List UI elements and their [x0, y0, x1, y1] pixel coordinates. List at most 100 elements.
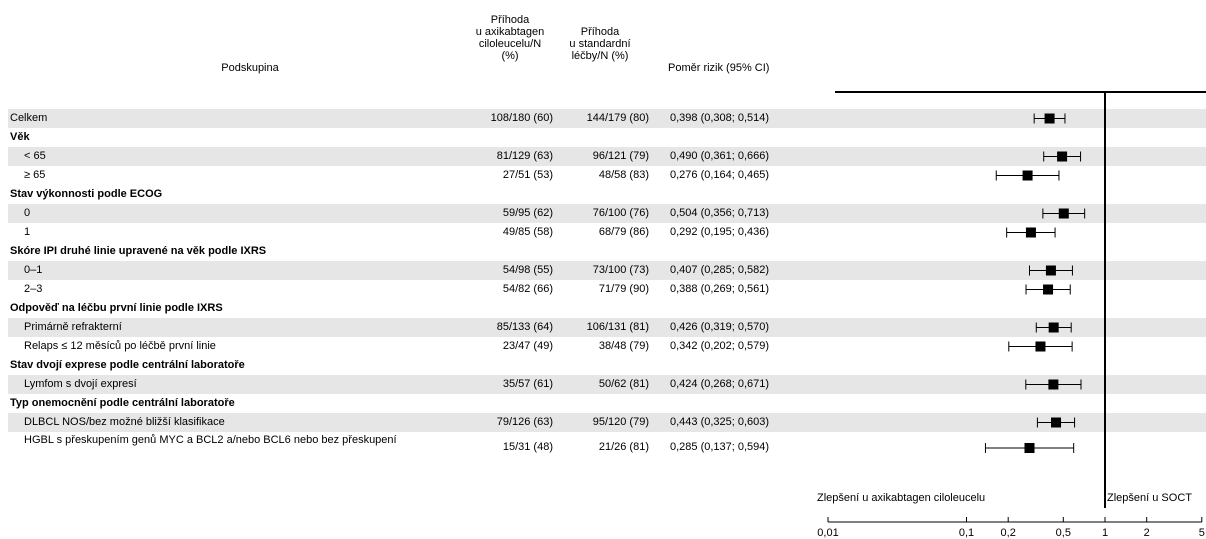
- events-std-cell: 144/179 (80): [586, 112, 649, 124]
- table-row: Celkem 108/180 (60) 144/179 (80) 0,398 (0,3…: [8, 109, 1206, 128]
- hr-point: [1048, 379, 1059, 390]
- group-header-row: Odpověď na léčbu první linie podle IXRS: [8, 299, 1206, 318]
- x-tick-label: 0,1: [959, 527, 974, 539]
- group-header-row: Věk: [8, 128, 1206, 147]
- subgroup-label: HGBL s přeskupením genů MYC a BCL2 a/neb…: [24, 434, 397, 446]
- events-axi-cell: 81/129 (63): [496, 150, 553, 162]
- group-label: Skóre IPI druhé linie upravené na věk po…: [10, 245, 267, 257]
- table-row: ≥ 65 27/51 (53) 48/58 (83) 0,276 (0,164; 0,…: [8, 166, 1206, 185]
- favors-right-label: Zlepšení u SOCT: [1107, 492, 1192, 504]
- events-axi-header: Příhoda u axikabtagen ciloleucelu/N (%): [465, 14, 555, 62]
- subgroup-label: ≥ 65: [24, 169, 46, 181]
- table-row: 0 59/95 (62) 76/100 (76) 0,504 (0,356; 0,71…: [8, 204, 1206, 223]
- hr-point: [1057, 151, 1068, 162]
- hr-point: [1024, 443, 1035, 453]
- events-axi-cell: 54/82 (66): [502, 283, 553, 295]
- hr-point: [1048, 322, 1059, 333]
- table-row: Primárně refrakterní 85/133 (64) 106/131 (…: [8, 318, 1206, 337]
- x-tick-label: 0,01: [817, 527, 838, 539]
- hr-point: [1022, 170, 1033, 181]
- hr-point: [1035, 341, 1046, 352]
- events-std-cell: 21/26 (81): [598, 441, 649, 453]
- hazard-ratio-cell: 0,388 (0,269; 0,561): [670, 283, 770, 295]
- table-row: HGBL s přeskupením genů MYC a BCL2 a/neb…: [8, 432, 1206, 464]
- events-std-header-line: Příhoda: [580, 26, 620, 38]
- events-axi-cell: 85/133 (64): [496, 321, 553, 333]
- events-axi-header-line: Příhoda: [490, 14, 530, 26]
- hazard-ratio-cell: 0,426 (0,319; 0,570): [670, 321, 770, 333]
- events-std-cell: 50/62 (81): [598, 378, 649, 390]
- events-std-cell: 71/79 (90): [598, 283, 649, 295]
- events-axi-header-line: (%): [501, 50, 519, 62]
- events-std-header-line: u standardní: [569, 38, 631, 50]
- events-std-header-line: léčby/N (%): [571, 50, 629, 62]
- group-header-row: Typ onemocnění podle centrální laboratoř…: [8, 394, 1206, 413]
- hazard-ratio-cell: 0,292 (0,195; 0,436): [670, 226, 770, 238]
- hazard-ratio-cell: 0,407 (0,285; 0,582): [670, 264, 770, 276]
- events-axi-cell: 108/180 (60): [490, 112, 553, 124]
- group-header-row: Stav výkonnosti podle ECOG: [8, 185, 1206, 204]
- hazard-ratio-cell: 0,398 (0,308; 0,514): [670, 112, 770, 124]
- events-std-cell: 38/48 (79): [598, 340, 649, 352]
- subgroup-label: 2–3: [24, 283, 43, 295]
- subgroup-label: 0–1: [24, 264, 43, 276]
- table-row: < 65 81/129 (63) 96/121 (79) 0,490 (0,361; …: [8, 147, 1206, 166]
- subgroup-header: Podskupina: [221, 62, 279, 74]
- table-row: 1 49/85 (58) 68/79 (86) 0,292 (0,195; 0,436…: [8, 223, 1206, 242]
- group-label: Odpověď na léčbu první linie podle IXRS: [10, 302, 223, 314]
- events-axi-cell: 79/126 (63): [496, 416, 553, 428]
- events-std-cell: 73/100 (73): [592, 264, 649, 276]
- subgroup-label: Relaps ≤ 12 měsíců po léčbě první linie: [24, 340, 216, 352]
- events-std-cell: 76/100 (76): [592, 207, 649, 219]
- x-tick-label: 0,2: [1001, 527, 1016, 539]
- favors-left-label: Zlepšení u axikabtagen ciloleucelu: [817, 492, 986, 504]
- events-axi-cell: 59/95 (62): [502, 207, 553, 219]
- events-axi-cell: 35/57 (61): [502, 378, 553, 390]
- x-tick-label: 5: [1199, 527, 1205, 539]
- x-tick-label: 0,5: [1056, 527, 1071, 539]
- group-label: Typ onemocnění podle centrální laboratoř…: [10, 397, 235, 409]
- group-label: Věk: [10, 131, 30, 143]
- hazard-ratio-cell: 0,443 (0,325; 0,603): [670, 416, 770, 428]
- events-std-cell: 68/79 (86): [598, 226, 649, 238]
- hazard-ratio-cell: 0,490 (0,361; 0,666): [670, 150, 770, 162]
- table-row: Relaps ≤ 12 měsíců po léčbě první linie 2…: [8, 337, 1206, 356]
- subgroup-label: DLBCL NOS/bez možné bližší klasifikace: [24, 416, 225, 428]
- events-axi-cell: 15/31 (48): [502, 441, 553, 453]
- events-axi-header-line: ciloleucelu/N: [478, 38, 542, 50]
- hazard-ratio-cell: 0,424 (0,268; 0,671): [670, 378, 770, 390]
- subgroup-label: Primárně refrakterní: [24, 321, 122, 333]
- group-label: Stav výkonnosti podle ECOG: [10, 188, 163, 200]
- hr-point: [1044, 113, 1055, 124]
- table-row: 0–1 54/98 (55) 73/100 (73) 0,407 (0,285; 0,…: [8, 261, 1206, 280]
- hazard-ratio-cell: 0,285 (0,137; 0,594): [670, 441, 770, 453]
- events-axi-cell: 54/98 (55): [502, 264, 553, 276]
- events-std-cell: 96/121 (79): [592, 150, 649, 162]
- subgroup-label: Celkem: [10, 112, 48, 124]
- group-header-row: Stav dvojí exprese podle centrální labor…: [8, 356, 1206, 375]
- subgroup-label: Lymfom s dvojí expresí: [24, 378, 137, 390]
- events-axi-cell: 27/51 (53): [502, 169, 553, 181]
- events-std-cell: 106/131 (81): [586, 321, 649, 333]
- events-std-cell: 48/58 (83): [598, 169, 649, 181]
- subgroup-label: 0: [24, 207, 31, 219]
- hr-point: [1051, 417, 1062, 428]
- hazard-ratio-cell: 0,504 (0,356; 0,713): [670, 207, 770, 219]
- x-tick-label: 1: [1102, 527, 1108, 539]
- hr-point: [1043, 284, 1054, 295]
- events-axi-cell: 49/85 (58): [502, 226, 553, 238]
- hazard-ratio-cell: 0,342 (0,202; 0,579): [670, 340, 770, 352]
- events-std-cell: 95/120 (79): [592, 416, 649, 428]
- group-label: Stav dvojí exprese podle centrální labor…: [10, 359, 245, 371]
- hazard-ratio-cell: 0,276 (0,164; 0,465): [670, 169, 770, 181]
- x-tick-label: 2: [1144, 527, 1150, 539]
- table-row: 2–3 54/82 (66) 71/79 (90) 0,388 (0,269; 0,5…: [8, 280, 1206, 299]
- events-axi-cell: 23/47 (49): [502, 340, 553, 352]
- hr-point: [1025, 227, 1036, 238]
- hr-point: [1045, 265, 1056, 276]
- subgroup-label: < 65: [24, 150, 46, 162]
- table-row: Lymfom s dvojí expresí 35/57 (61) 50/62 (8…: [8, 375, 1206, 394]
- events-std-header: Příhoda u standardní léčby/N (%): [555, 26, 645, 62]
- subgroup-label: 1: [24, 226, 31, 238]
